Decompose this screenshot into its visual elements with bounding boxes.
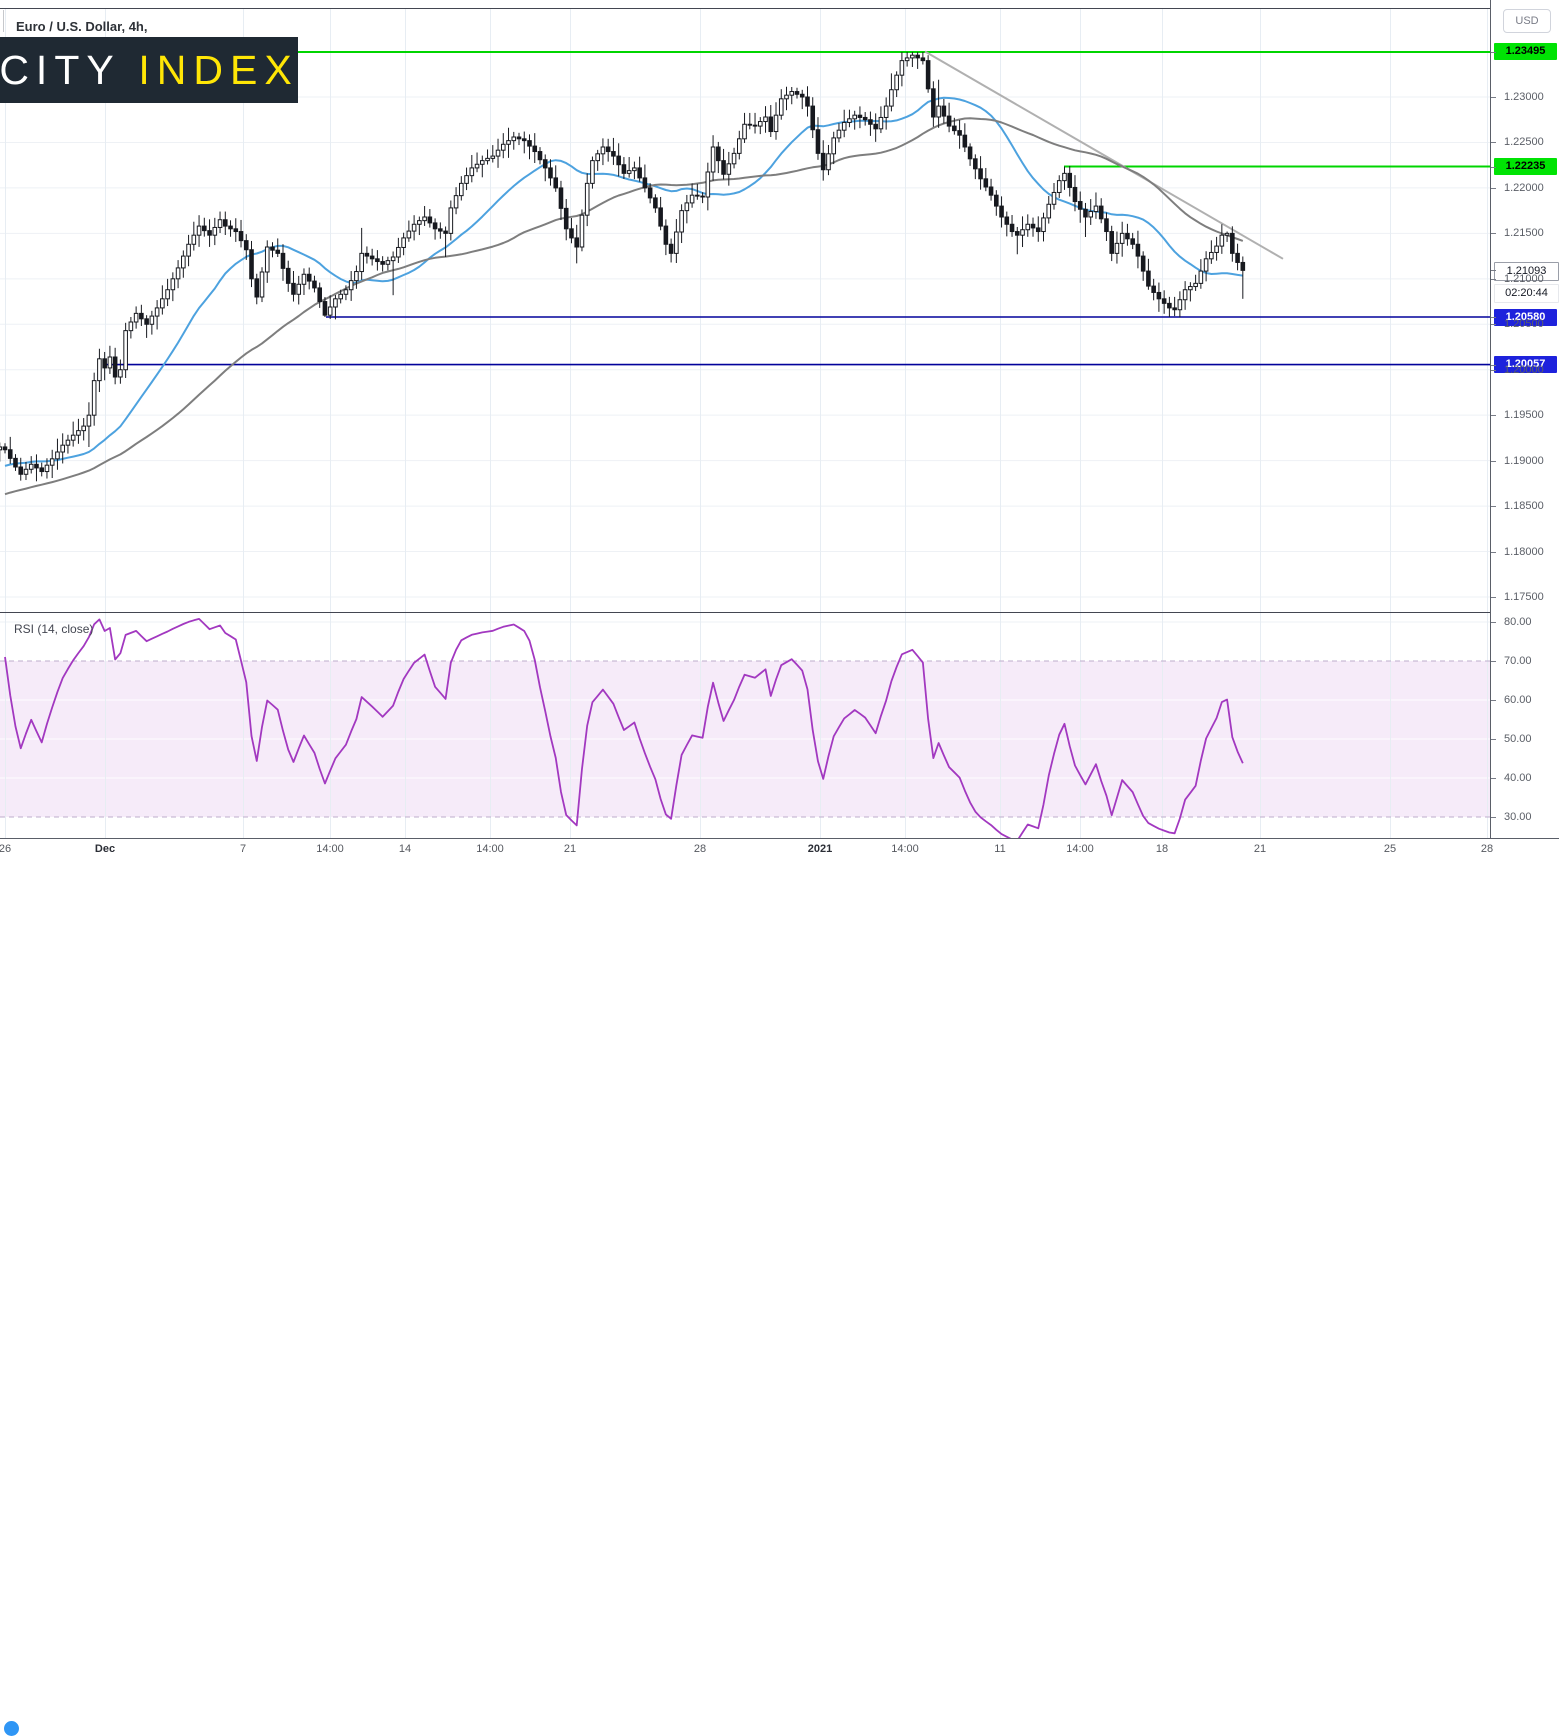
rsi-tick-label: 70.00 (1504, 655, 1532, 667)
toolbar-edge-mark (3, 10, 4, 32)
rsi-line (4, 618, 1244, 838)
price-tick-label: 1.19000 (1504, 454, 1544, 467)
axis-tick (1491, 415, 1496, 417)
rsi-tick-label: 60.00 (1504, 694, 1532, 706)
city-index-logo: CITY INDEX (0, 37, 298, 103)
axis-tick (1491, 551, 1496, 553)
main-chart-pane[interactable] (0, 0, 1490, 612)
rsi-tick-label: 80.00 (1504, 616, 1532, 628)
price-tick-label: 1.21000 (1504, 272, 1544, 285)
axis-tick (1491, 661, 1496, 662)
price-tick-label: 1.18500 (1504, 500, 1544, 513)
bottom-strip (0, 859, 1559, 1736)
support-price-label[interactable]: 1.20057 (1494, 356, 1557, 374)
axis-tick (1491, 324, 1496, 326)
rsi-tick-label: 30.00 (1504, 811, 1532, 823)
ma-fast-line (4, 96, 1243, 467)
time-tick-label: 28 (693, 843, 707, 855)
ma-slow-line (4, 117, 1244, 496)
time-tick-label: 2021 (807, 843, 833, 855)
time-tick-label: 21 (1253, 843, 1267, 855)
time-tick-label: 26 (0, 843, 12, 855)
axis-tick (1491, 700, 1496, 701)
main-grid (0, 9, 1490, 612)
rsi-tick-label: 40.00 (1504, 772, 1532, 784)
axis-tick (1491, 597, 1496, 598)
time-tick-label: 25 (1383, 843, 1397, 855)
axis-tick (1491, 364, 1496, 366)
price-tick-label: 1.17500 (1504, 591, 1544, 603)
axis-tick (1491, 270, 1496, 272)
axis-tick (1491, 817, 1496, 818)
price-axis[interactable]: USD 1.23495 1.22235 1.21093 02:20:44 1.2… (1490, 0, 1559, 858)
rsi-grid (0, 613, 1490, 838)
price-tick-label: 1.21500 (1504, 227, 1544, 240)
logo-word-index: INDEX (138, 46, 299, 93)
price-tick-label: 1.20000 (1504, 363, 1544, 376)
support-price-label[interactable]: 1.20580 (1494, 308, 1557, 326)
current-price-label: 1.21093 (1494, 261, 1559, 281)
time-tick-label: 28 (1480, 843, 1494, 855)
price-tick-label: 1.22000 (1504, 181, 1544, 194)
axis-tick (1491, 233, 1496, 235)
logo-word-city: CITY (0, 46, 139, 93)
axis-tick (1491, 369, 1496, 371)
time-tick-label: 14:00 (476, 843, 504, 855)
tradingview-logo-bubble[interactable] (4, 1721, 19, 1736)
axis-tick (1491, 506, 1496, 508)
time-tick-label: 14:00 (1066, 843, 1094, 855)
price-tick-label: 1.18000 (1504, 545, 1544, 558)
rsi-pane[interactable] (0, 612, 1490, 838)
bar-countdown-label: 02:20:44 (1494, 284, 1559, 304)
time-axis[interactable]: 26 Dec 7 14:00 14 14:00 21 28 2021 14:00 11 14:00 18… (0, 838, 1559, 860)
axis-tick (1491, 97, 1496, 98)
symbol-title: Euro / U.S. Dollar, 4h, (16, 19, 148, 34)
rsi-indicator-label: RSI (14, close) (14, 622, 94, 636)
axis-tick (1491, 317, 1496, 318)
time-tick-label: Dec (94, 843, 116, 855)
axis-tick (1491, 739, 1496, 740)
resistance-price-label[interactable]: 1.23495 (1494, 43, 1557, 61)
time-tick-label: 14 (398, 843, 412, 855)
axis-tick (1491, 142, 1496, 144)
axis-tick (1491, 166, 1496, 168)
axis-tick (1491, 778, 1496, 779)
price-tick-label: 1.19500 (1504, 409, 1544, 422)
time-tick-label: 11 (994, 843, 1006, 855)
descending-trendline[interactable] (924, 50, 1284, 260)
price-tick-label: 1.20500 (1504, 318, 1544, 331)
currency-toggle-button[interactable]: USD (1503, 9, 1551, 33)
time-tick-label: 7 (239, 843, 247, 855)
axis-tick (1491, 187, 1496, 189)
axis-tick (1491, 622, 1496, 623)
time-tick-label: 14:00 (316, 843, 344, 855)
candles-layer (0, 51, 1246, 482)
axis-tick (1491, 278, 1496, 280)
price-tick-label: 1.23000 (1504, 91, 1544, 103)
resistance-price-label[interactable]: 1.22235 (1494, 158, 1557, 176)
price-tick-label: 1.22500 (1504, 136, 1544, 149)
time-tick-label: 14:00 (891, 843, 919, 855)
axis-tick (1491, 51, 1496, 53)
time-tick-label: 18 (1155, 843, 1169, 855)
time-tick-label: 21 (563, 843, 577, 855)
rsi-tick-label: 50.00 (1504, 733, 1532, 745)
axis-tick (1491, 460, 1496, 462)
